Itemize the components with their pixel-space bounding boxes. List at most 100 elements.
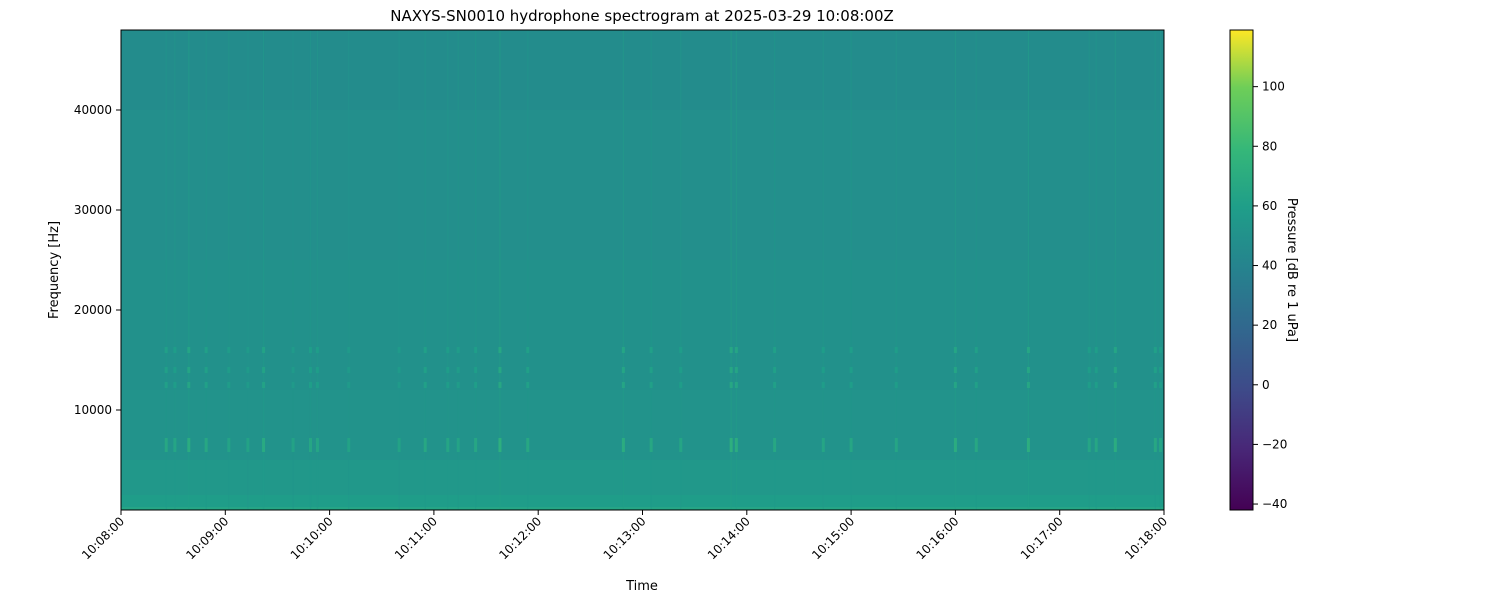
colorbar-tick-label: −40 (1262, 497, 1287, 511)
transient-streak (650, 30, 652, 510)
transient-mark (227, 347, 231, 353)
transient-mark (773, 438, 777, 452)
transient-streak (895, 30, 897, 510)
y-axis-label: Frequency [Hz] (47, 221, 62, 319)
y-tick-label: 10000 (74, 403, 112, 417)
heatmap-band (121, 30, 1164, 110)
transient-mark (974, 382, 978, 388)
transient-streak (1154, 30, 1156, 510)
y-tick-label: 20000 (74, 303, 112, 317)
transient-mark (1153, 347, 1157, 353)
x-tick-label: 10:12:00 (496, 514, 544, 562)
transient-mark (1113, 347, 1117, 353)
transient-mark (347, 367, 351, 373)
transient-streak (1088, 30, 1090, 510)
transient-streak (975, 30, 977, 510)
transient-mark (423, 347, 427, 353)
transient-mark (347, 382, 351, 388)
transient-mark (204, 367, 208, 373)
transient-mark (456, 367, 460, 373)
transient-mark (1026, 382, 1030, 388)
transient-mark (456, 347, 460, 353)
transient-mark (1153, 382, 1157, 388)
transient-mark (315, 367, 319, 373)
x-tick-label: 10:18:00 (1122, 514, 1170, 562)
transient-mark (474, 382, 478, 388)
heatmap (121, 30, 1164, 510)
transient-mark (204, 438, 208, 452)
transient-mark (291, 367, 295, 373)
transient-streak (457, 30, 459, 510)
transient-mark (1159, 438, 1163, 452)
transient-mark (1087, 367, 1091, 373)
transient-mark (246, 367, 250, 373)
transient-mark (1113, 438, 1117, 452)
transient-mark (526, 367, 530, 373)
transient-mark (821, 438, 825, 452)
transient-mark (974, 438, 978, 452)
transient-mark (1094, 367, 1098, 373)
transient-mark (621, 367, 625, 373)
transient-mark (227, 382, 231, 388)
transient-mark (1026, 438, 1030, 452)
transient-mark (308, 367, 312, 373)
x-tick-label: 10:16:00 (914, 514, 962, 562)
transient-mark (649, 382, 653, 388)
transient-mark (1094, 382, 1098, 388)
transient-mark (347, 347, 351, 353)
transient-mark (729, 382, 733, 388)
transient-streak (174, 30, 176, 510)
transient-mark (308, 382, 312, 388)
transient-streak (424, 30, 426, 510)
transient-mark (173, 347, 177, 353)
x-tick-label: 10:10:00 (288, 514, 336, 562)
transient-mark (446, 367, 450, 373)
colorbar-tick-label: −20 (1262, 437, 1287, 451)
x-tick-label: 10:11:00 (392, 514, 440, 562)
transient-mark (821, 382, 825, 388)
colorbar-tick-label: 60 (1262, 199, 1277, 213)
transient-streak (1114, 30, 1116, 510)
y-tick-label: 30000 (74, 203, 112, 217)
transient-mark (456, 438, 460, 452)
colorbar-axis: −40 −20 0 20 40 60 80 100 (1253, 80, 1287, 511)
transient-streak (735, 30, 737, 510)
transient-streak (262, 30, 265, 510)
heatmap-band (121, 260, 1164, 390)
transient-mark (821, 367, 825, 373)
transient-mark (773, 382, 777, 388)
transient-mark (894, 367, 898, 373)
transient-mark (262, 347, 266, 353)
heatmap-band (121, 460, 1164, 495)
transient-mark (894, 347, 898, 353)
transient-streak (188, 30, 190, 510)
transient-mark (498, 438, 502, 452)
transient-mark (308, 438, 312, 452)
transient-streak (398, 30, 400, 510)
transient-mark (1087, 382, 1091, 388)
transient-mark (679, 382, 683, 388)
transient-mark (734, 347, 738, 353)
transient-mark (187, 382, 191, 388)
x-tick-label: 10:13:00 (601, 514, 649, 562)
transient-mark (164, 347, 168, 353)
transient-mark (953, 438, 957, 452)
transient-mark (821, 347, 825, 353)
transient-mark (974, 347, 978, 353)
heatmap-band (121, 495, 1164, 507)
transient-streak (309, 30, 312, 510)
transient-streak (499, 30, 501, 510)
transient-mark (397, 382, 401, 388)
x-axis-label: Time (625, 579, 658, 594)
transient-mark (246, 438, 250, 452)
transient-mark (204, 382, 208, 388)
transient-mark (246, 347, 250, 353)
transient-mark (734, 438, 738, 452)
transient-streak (316, 30, 319, 510)
colorbar-tick-label: 20 (1262, 318, 1277, 332)
transient-mark (1153, 438, 1157, 452)
transient-mark (894, 438, 898, 452)
x-tick-label: 10:09:00 (183, 514, 231, 562)
transient-streak (822, 30, 824, 510)
